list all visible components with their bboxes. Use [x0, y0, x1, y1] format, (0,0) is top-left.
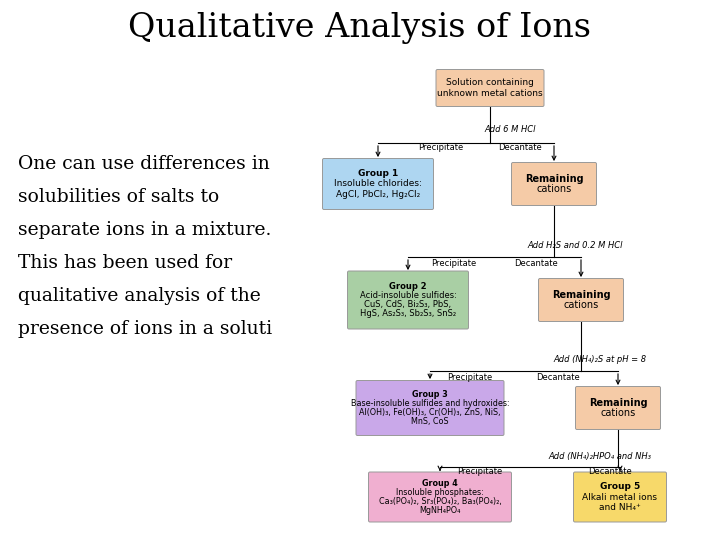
Text: Group 1: Group 1 — [358, 170, 398, 178]
Text: Add (NH₄)₂S at pH = 8: Add (NH₄)₂S at pH = 8 — [554, 355, 647, 364]
FancyBboxPatch shape — [574, 472, 667, 522]
Text: presence of ions in a soluti: presence of ions in a soluti — [18, 320, 272, 338]
Text: Insoluble phosphates:: Insoluble phosphates: — [396, 488, 484, 497]
Text: cations: cations — [536, 185, 572, 194]
FancyBboxPatch shape — [511, 163, 596, 206]
Text: Alkali metal ions: Alkali metal ions — [582, 492, 657, 502]
Text: Qualitative Analysis of Ions: Qualitative Analysis of Ions — [128, 12, 592, 44]
Text: MgNH₄PO₄: MgNH₄PO₄ — [419, 506, 461, 515]
Text: CuS, CdS, Bi₂S₃, PbS,: CuS, CdS, Bi₂S₃, PbS, — [364, 300, 451, 309]
Text: cations: cations — [600, 408, 636, 418]
Text: and NH₄⁺: and NH₄⁺ — [599, 503, 641, 511]
Text: Decantate: Decantate — [498, 144, 542, 152]
Text: One can use differences in: One can use differences in — [18, 155, 270, 173]
Text: Precipitate: Precipitate — [457, 468, 503, 476]
Text: Add (NH₄)₂HPO₄ and NH₃: Add (NH₄)₂HPO₄ and NH₃ — [549, 453, 652, 462]
Text: This has been used for: This has been used for — [18, 254, 232, 272]
Text: Insoluble chlorides:: Insoluble chlorides: — [334, 179, 422, 188]
Text: separate ions in a mixture.: separate ions in a mixture. — [18, 221, 271, 239]
Text: Al(OH)₃, Fe(OH)₃, Cr(OH)₃, ZnS, NiS,: Al(OH)₃, Fe(OH)₃, Cr(OH)₃, ZnS, NiS, — [359, 408, 500, 417]
FancyBboxPatch shape — [323, 159, 433, 210]
Text: Group 3: Group 3 — [412, 390, 448, 399]
Text: Group 4: Group 4 — [422, 479, 458, 488]
Text: Decantate: Decantate — [536, 373, 580, 381]
Text: Precipitate: Precipitate — [418, 144, 464, 152]
Text: Group 5: Group 5 — [600, 482, 640, 491]
Text: unknown metal cations: unknown metal cations — [437, 89, 543, 98]
FancyBboxPatch shape — [356, 381, 504, 435]
Text: Precipitate: Precipitate — [447, 373, 492, 381]
Text: Precipitate: Precipitate — [431, 259, 477, 267]
Text: Decantate: Decantate — [514, 259, 558, 267]
Text: Add H₂S and 0.2 Μ HCl: Add H₂S and 0.2 Μ HCl — [527, 241, 623, 251]
Text: solubilities of salts to: solubilities of salts to — [18, 188, 220, 206]
Text: Solution containing: Solution containing — [446, 78, 534, 87]
Text: Remaining: Remaining — [589, 397, 647, 408]
FancyBboxPatch shape — [575, 387, 660, 429]
FancyBboxPatch shape — [539, 279, 624, 321]
Text: Remaining: Remaining — [552, 289, 611, 300]
Text: cations: cations — [563, 300, 598, 310]
Text: Acid-insoluble sulfides:: Acid-insoluble sulfides: — [359, 291, 456, 300]
Text: Remaining: Remaining — [525, 173, 583, 184]
FancyBboxPatch shape — [436, 70, 544, 106]
Text: Group 2: Group 2 — [390, 281, 427, 291]
Text: Base-insoluble sulfides and hydroxides:: Base-insoluble sulfides and hydroxides: — [351, 399, 509, 408]
Text: Ca₃(PO₄)₂, Sr₃(PO₄)₂, Ba₃(PO₄)₂,: Ca₃(PO₄)₂, Sr₃(PO₄)₂, Ba₃(PO₄)₂, — [379, 497, 501, 506]
Text: Decantate: Decantate — [588, 468, 632, 476]
Text: AgCl, PbCl₂, Hg₂Cl₂: AgCl, PbCl₂, Hg₂Cl₂ — [336, 190, 420, 199]
FancyBboxPatch shape — [348, 271, 469, 329]
Text: Add 6 Μ HCl: Add 6 Μ HCl — [485, 125, 536, 134]
FancyBboxPatch shape — [369, 472, 511, 522]
Text: HgS, As₂S₃, Sb₂S₃, SnS₂: HgS, As₂S₃, Sb₂S₃, SnS₂ — [360, 309, 456, 319]
Text: MnS, CoS: MnS, CoS — [411, 417, 449, 426]
Text: qualitative analysis of the: qualitative analysis of the — [18, 287, 261, 305]
